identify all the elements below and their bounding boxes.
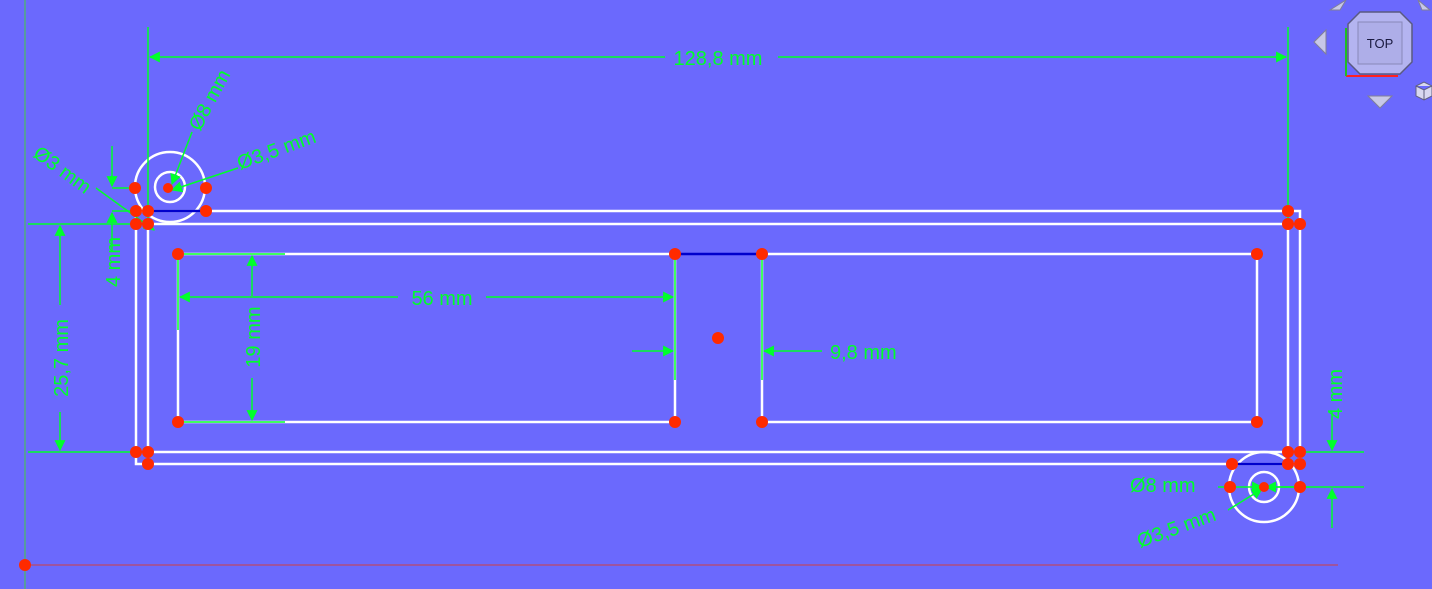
origin-point[interactable]: [19, 559, 31, 571]
inner-frame: [146, 222, 1290, 454]
selected-edges: [148, 209, 1288, 466]
dim-tl-outer-diameter[interactable]: Ø8 mm: [185, 66, 235, 134]
dim-br-outer-diameter[interactable]: Ø8 mm: [1130, 475, 1196, 497]
navcube-face-label: TOP: [1367, 36, 1394, 51]
outer-frame: [134, 209, 1302, 466]
navigation-cube[interactable]: TOP: [1313, 0, 1432, 109]
dimension-arrows: [54, 51, 1338, 528]
navcube-arrow-down-icon[interactable]: [1366, 95, 1394, 109]
navcube-view-menu-icon[interactable]: [1415, 81, 1432, 101]
constraint-lines: [28, 27, 1364, 488]
dim-gap-width[interactable]: 9,8 mm: [830, 342, 897, 364]
dim-wall-left[interactable]: 4 mm: [103, 237, 125, 287]
dim-br-hole-diameter[interactable]: Ø3,5 mm: [1134, 504, 1219, 553]
dim-pocket-height[interactable]: 19 mm: [243, 306, 265, 367]
navcube-arrow-left-icon[interactable]: [1313, 28, 1327, 56]
navcube-arrow-up-left-icon[interactable]: [1328, 0, 1347, 11]
navcube-arrow-up-right-icon[interactable]: [1417, 0, 1432, 11]
dim-overall-height[interactable]: 25,7 mm: [51, 319, 73, 397]
navcube-face-inner: [1357, 21, 1403, 65]
tl-hole-circle: [153, 170, 187, 204]
dim-wall-right[interactable]: 4 mm: [1325, 369, 1347, 419]
dim-pocket-width[interactable]: 56 mm: [411, 288, 472, 310]
dim-overall-width[interactable]: 128,8 mm: [674, 48, 763, 70]
sketch-points[interactable]: [129, 182, 1306, 493]
dim-tl-small-diameter[interactable]: Ø3 mm: [29, 142, 95, 198]
pocket-right: [760, 252, 1259, 424]
dim-tl-hole-diameter[interactable]: Ø3,5 mm: [234, 126, 319, 175]
